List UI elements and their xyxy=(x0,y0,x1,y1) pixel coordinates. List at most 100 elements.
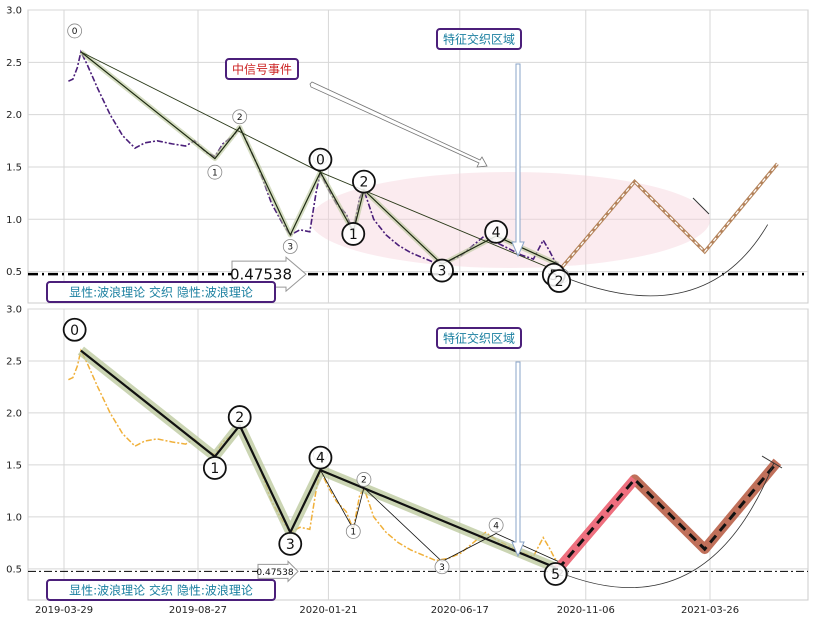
top-annotations xyxy=(309,63,769,297)
wave-label-major: 3 xyxy=(286,537,295,553)
plot-frame xyxy=(27,308,809,601)
bottom-y-ticks: 3.0 2.5 2.0 1.5 1.0 0.5 xyxy=(6,305,22,576)
y-tick-label: 3.0 xyxy=(6,305,22,316)
projection-curve xyxy=(558,462,775,588)
signal-arrow xyxy=(309,81,488,168)
wave-label-minor: 4 xyxy=(493,521,499,531)
bottom-grid xyxy=(27,308,809,601)
wave-label-major-ring xyxy=(484,219,509,244)
wave-label-major-ring xyxy=(278,531,303,556)
wave-label-major: 2 xyxy=(359,175,368,191)
y-tick-label: 1.0 xyxy=(6,215,22,226)
legend-tag-box xyxy=(46,579,276,601)
wave-label-major-ring xyxy=(547,269,572,293)
wave-label-major-ring xyxy=(308,147,333,172)
wave-label-major: 5 xyxy=(551,567,560,583)
projection-line xyxy=(557,460,779,570)
wave-label-major: 2 xyxy=(555,274,564,290)
top-panel: 3.02.52.01.51.00.5 0.47538 0123052012345… xyxy=(6,6,809,304)
projection-end-tick xyxy=(761,455,783,469)
y-tick-label: 3.0 xyxy=(6,6,22,17)
y-tick-label: 2.5 xyxy=(6,356,22,367)
signal-tag-box xyxy=(225,58,299,80)
sub-wave-line xyxy=(320,469,559,562)
bottom-panel: 3.0 2.5 2.0 1.5 1.0 0.5 2019-03-29 2019-08-27 2… xyxy=(6,305,809,616)
wave-label-minor-ring xyxy=(207,164,223,180)
support-value-label: 0.47538 xyxy=(256,568,293,578)
top-y-ticks: 3.0 2.5 2.0 1.5 1.0 0.5 xyxy=(6,6,22,279)
wave-label-minor: 3 xyxy=(287,243,293,253)
projection-curve xyxy=(558,224,769,297)
y-tick-label: 1.5 xyxy=(6,460,22,471)
legend-tag-box xyxy=(46,281,276,303)
wave-label-major-ring xyxy=(62,317,87,342)
legend-tag: 显性:波浪理论 交织 隐性:波浪理论 xyxy=(69,285,253,300)
y-tick-label: 0.5 xyxy=(6,564,22,575)
wave-label-major: 2 xyxy=(235,410,244,426)
wave-label-major: 1 xyxy=(210,461,219,477)
y-tick-label: 1.0 xyxy=(6,512,22,523)
main-wave-line xyxy=(80,349,559,570)
bottom-hline: 0.47538 xyxy=(28,560,808,583)
wave-line xyxy=(80,51,559,266)
wave-label-major: 0 xyxy=(70,323,79,339)
top-wave-labels: 01230520123452 xyxy=(67,23,572,293)
plot-frame xyxy=(27,9,809,304)
x-tick-label: 2020-11-06 xyxy=(557,605,615,616)
bottom-x-ticks: 2019-03-29 2019-08-27 2020-01-21 2020-06-17… xyxy=(35,605,739,616)
x-tick-label: 2019-08-27 xyxy=(169,605,227,616)
wave-label-minor-ring xyxy=(67,23,83,39)
projection-line xyxy=(557,163,778,273)
wave-label-major: 4 xyxy=(316,451,325,467)
wave-label-major-ring xyxy=(308,445,333,470)
bottom-annotations xyxy=(511,361,783,588)
wave-label-minor-ring xyxy=(345,524,361,539)
support-value-label: 0.47538 xyxy=(230,266,292,284)
zone-tag: 特征交织区域 xyxy=(443,32,515,47)
interleave-zone xyxy=(310,172,710,268)
x-tick-label: 2021-03-26 xyxy=(681,605,739,616)
wave-label-minor-ring xyxy=(356,472,372,487)
y-tick-label: 1.5 xyxy=(6,162,22,173)
wave-label-minor: 2 xyxy=(237,113,243,123)
zone-tag-box xyxy=(436,28,522,50)
y-tick-label: 2.5 xyxy=(6,58,22,69)
wave-label-minor-ring xyxy=(488,517,504,533)
bottom-projection xyxy=(554,458,782,573)
zone-arrow xyxy=(511,63,525,258)
wave-label-major-ring xyxy=(202,456,227,480)
x-tick-label: 2020-06-17 xyxy=(431,605,489,616)
wave-label-major-ring xyxy=(430,258,454,283)
wave-label-minor-ring xyxy=(282,239,298,254)
signal-tag: 中信号事件 xyxy=(232,62,292,77)
y-tick-label: 0.5 xyxy=(6,267,22,278)
support-arrow xyxy=(257,560,299,583)
wave-label-minor-ring xyxy=(434,559,450,575)
x-tick-label: 2019-03-29 xyxy=(35,605,93,616)
top-waves xyxy=(79,49,560,273)
wave-label-minor-ring xyxy=(232,109,248,125)
top-price-line xyxy=(68,49,559,265)
wave-label-major-ring xyxy=(543,562,568,586)
bottom-wave-labels: 412342012345 xyxy=(62,317,569,586)
top-ellipse xyxy=(310,172,710,268)
wave-label-minor: 1 xyxy=(350,528,356,538)
wave-label-major-ring xyxy=(341,222,366,246)
main-wave-line xyxy=(80,51,559,273)
wave-label-major: 4 xyxy=(492,225,501,241)
wave-label-minor: 1 xyxy=(212,168,218,178)
y-tick-label: 2.0 xyxy=(6,408,22,419)
wave-label-minor: 0 xyxy=(72,27,78,37)
wave-label-major: 0 xyxy=(316,153,325,169)
wave-label-major: 3 xyxy=(438,264,447,280)
projection-end-tick xyxy=(692,197,710,215)
wave-label-minor: 2 xyxy=(361,476,367,486)
wave-label-major: 1 xyxy=(349,227,358,243)
wave-label-major-ring xyxy=(227,405,252,429)
zone-tag-box xyxy=(436,327,522,349)
top-projection xyxy=(556,162,779,273)
zone-tag: 特征交织区域 xyxy=(443,331,515,346)
wave-label-minor: 3 xyxy=(439,563,445,573)
